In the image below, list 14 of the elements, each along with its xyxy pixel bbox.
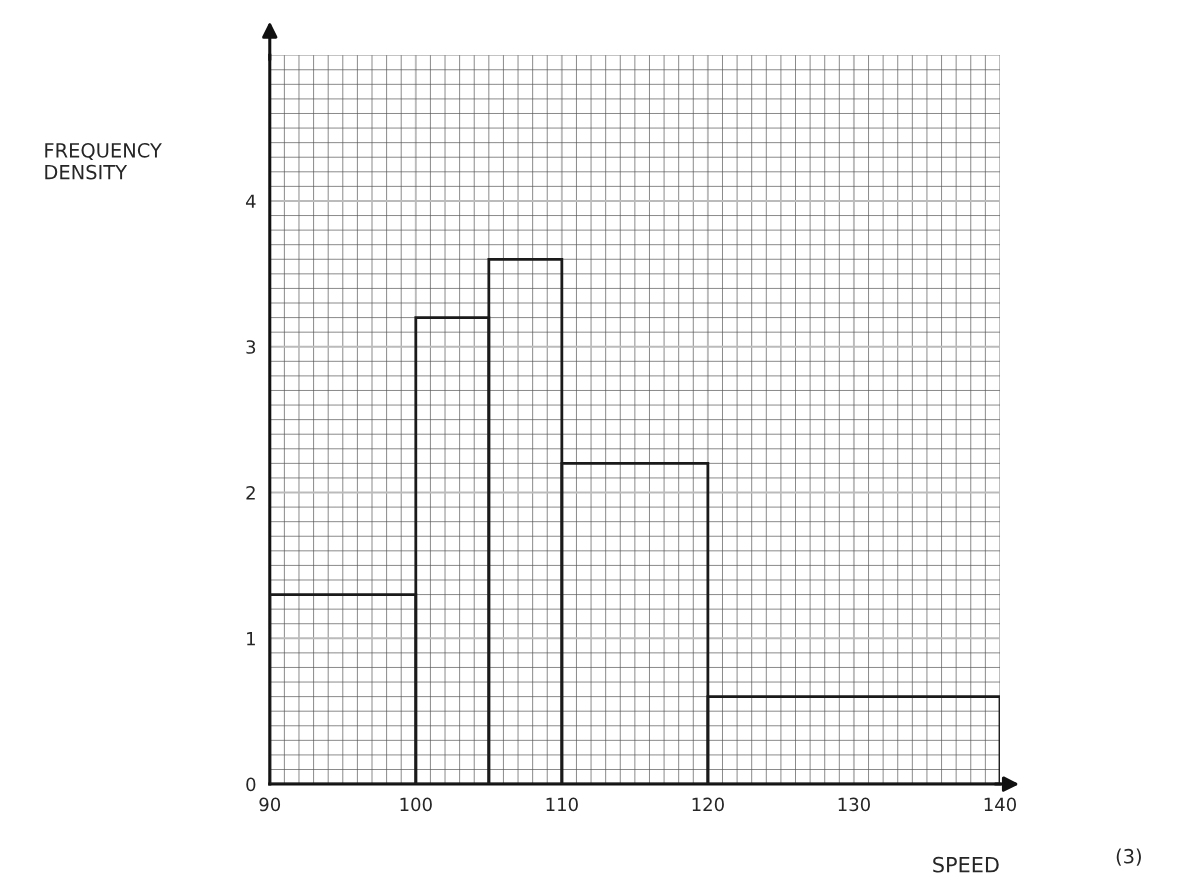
x-tick-label: 90: [259, 797, 281, 812]
x-tick-label: 120: [692, 797, 724, 812]
y-tick-label: 4: [245, 194, 256, 208]
x-tick-label: 140: [984, 797, 1016, 812]
y-tick-label: 1: [247, 632, 255, 646]
x-tick-label: 130: [838, 797, 870, 812]
text: (3): [1116, 848, 1141, 866]
y-axis-title: FREQUENCY DENSITY: [45, 142, 162, 180]
y-tick-label: 3: [246, 340, 256, 354]
x-axis-title: SPEED: [933, 856, 999, 873]
y-tick-label: 2: [246, 485, 255, 500]
x-tick-label: 100: [400, 797, 432, 812]
y-tick-label: 0: [246, 777, 256, 792]
x-tick-label: 110: [546, 797, 578, 812]
